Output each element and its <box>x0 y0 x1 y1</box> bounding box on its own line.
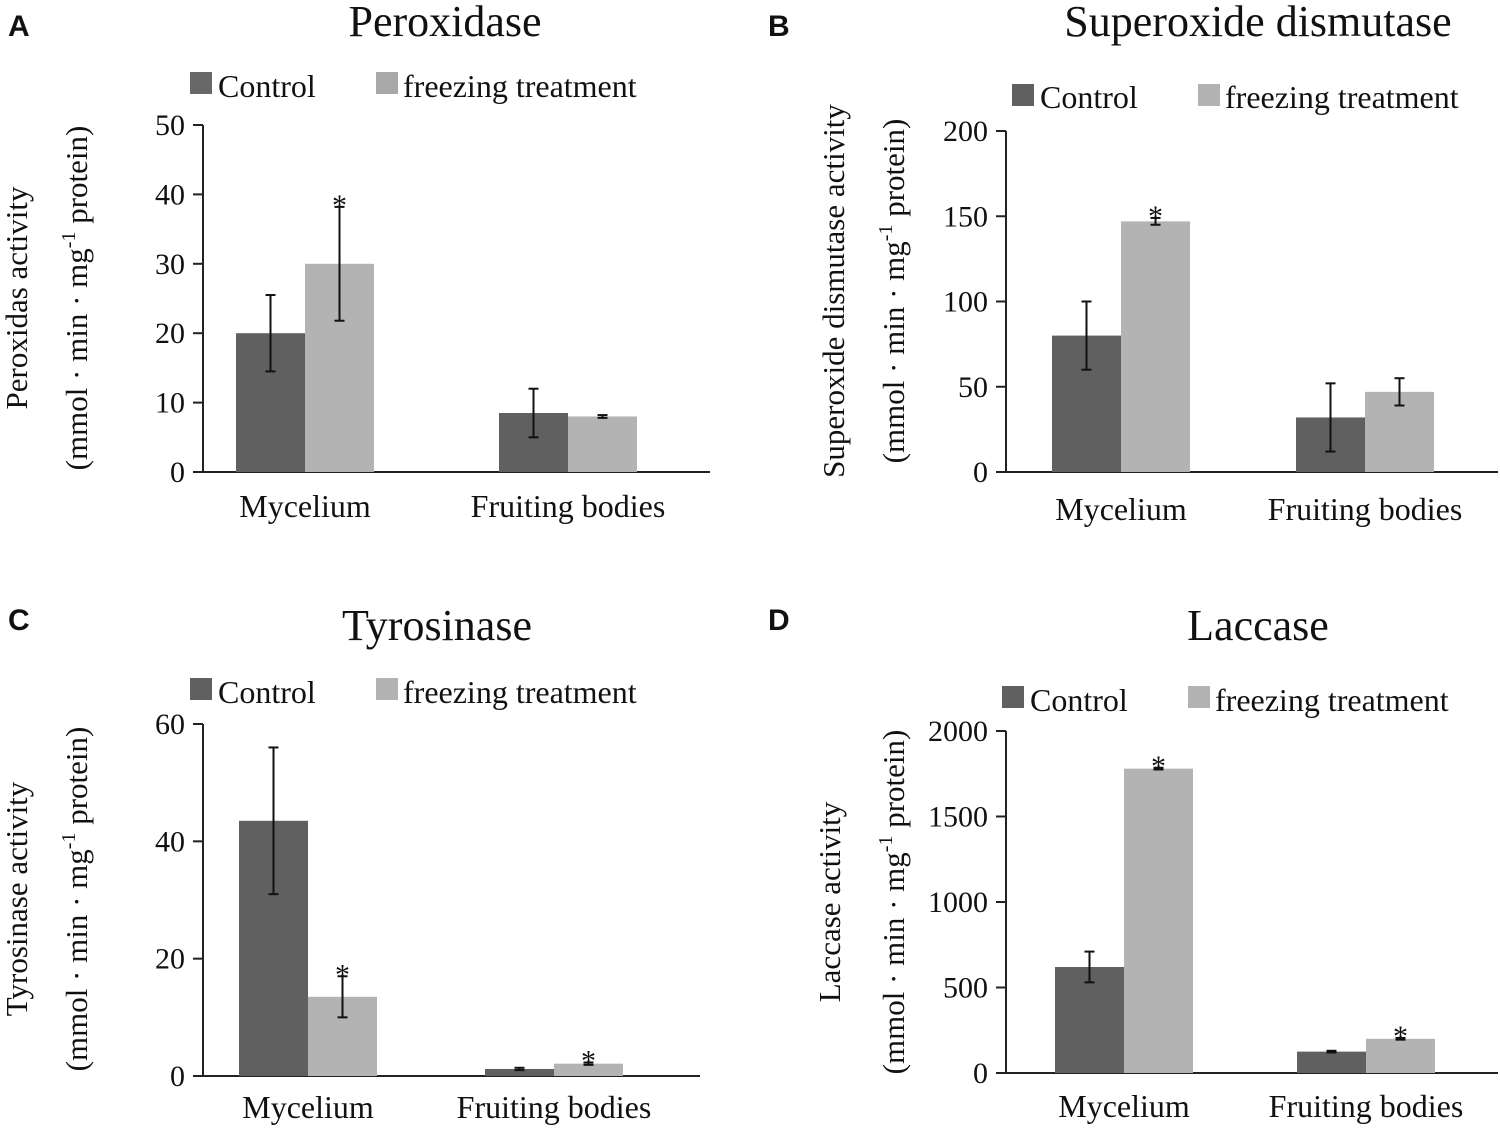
panel-letter: D <box>768 604 790 637</box>
y-axis-units-superscript: -1 <box>875 225 897 242</box>
y-tick-label: 1000 <box>928 886 988 919</box>
y-tick-label: 20 <box>155 317 185 350</box>
x-category-label: Fruiting bodies <box>1269 1088 1464 1124</box>
y-tick-label: 0 <box>170 456 185 489</box>
panel-a: A Peroxidase Control freezing treatment 0 10 2… <box>0 0 710 524</box>
chart-title: Superoxide dismutase <box>1064 0 1451 46</box>
legend-swatch-freezing <box>376 72 398 94</box>
y-tick-label: 0 <box>973 456 988 489</box>
panel-letter: A <box>8 10 30 43</box>
y-axis-label: Superoxide dismutase activity <box>816 104 851 478</box>
y-tick-label: 20 <box>155 943 185 976</box>
y-axis-units-main: (mmol · min · mg <box>876 241 911 463</box>
significance-star: * <box>581 1045 596 1078</box>
x-category-label: Fruiting bodies <box>457 1089 652 1125</box>
y-tick-label: 100 <box>943 286 988 319</box>
legend-swatch-freezing <box>376 678 398 700</box>
x-category-label: Mycelium <box>242 1089 374 1125</box>
y-tick-label: 0 <box>170 1060 185 1093</box>
legend-swatch-control <box>190 678 212 700</box>
legend-label-freezing: freezing treatment <box>403 674 637 710</box>
panel-d: D Laccase Control freezing treatment 0 500 100… <box>768 601 1498 1124</box>
y-axis-label: Peroxidas activity <box>0 186 34 409</box>
legend-label-control: Control <box>1030 682 1128 718</box>
y-tick-label: 30 <box>155 248 185 281</box>
bar-freezing-mycelium <box>1121 221 1190 472</box>
y-tick-label: 2000 <box>928 715 988 748</box>
legend-label-control: Control <box>218 674 316 710</box>
legend-label-control: Control <box>1040 79 1138 115</box>
x-category-label: Mycelium <box>1055 491 1187 527</box>
y-tick-label: 60 <box>155 708 185 741</box>
significance-star: * <box>1148 200 1163 233</box>
chart-title: Tyrosinase <box>342 601 532 650</box>
y-tick-label: 150 <box>943 200 988 233</box>
y-axis-label: Tyrosinase activity <box>0 781 34 1016</box>
panel-c: C Tyrosinase Control freezing treatment 0 20 4… <box>0 601 700 1125</box>
y-axis-units-tail: protein) <box>59 727 94 833</box>
y-tick-label: 0 <box>973 1057 988 1090</box>
y-axis-units-superscript: -1 <box>875 836 897 853</box>
y-tick-label: 200 <box>943 115 988 148</box>
y-tick-label: 1500 <box>928 801 988 834</box>
significance-star: * <box>1393 1020 1408 1053</box>
y-axis-units-main: (mmol · min · mg <box>59 248 94 470</box>
chart-title: Peroxidase <box>348 0 541 46</box>
x-category-label: Mycelium <box>239 488 371 524</box>
y-axis-units-tail: protein) <box>876 730 911 836</box>
x-category-label: Fruiting bodies <box>1268 491 1463 527</box>
y-axis-label: Laccase activity <box>812 801 847 1002</box>
bar-freezing-fruiting-bodies <box>568 416 637 472</box>
bar-control-fruiting-bodies <box>1297 1051 1366 1073</box>
legend-swatch-freezing <box>1188 686 1210 708</box>
legend-swatch-control <box>1002 686 1024 708</box>
y-tick-label: 50 <box>155 109 185 142</box>
significance-star: * <box>1151 750 1166 783</box>
y-axis-units-superscript: -1 <box>58 232 80 249</box>
y-axis-units: (mmol · min · mg-1 protein) <box>58 727 94 1072</box>
bar-freezing-mycelium <box>1124 768 1193 1073</box>
panel-b: B Superoxide dismutase Control freezing tre… <box>768 0 1498 527</box>
y-axis-units: (mmol · min · mg-1 protein) <box>58 126 94 471</box>
significance-star: * <box>335 958 350 991</box>
y-tick-label: 40 <box>155 178 185 211</box>
y-tick-label: 10 <box>155 387 185 420</box>
significance-star: * <box>332 189 347 222</box>
bar-control-fruiting-bodies <box>485 1068 554 1076</box>
panel-letter: C <box>8 604 30 637</box>
y-tick-label: 500 <box>943 972 988 1005</box>
y-axis-units-main: (mmol · min · mg <box>59 849 94 1071</box>
bar-control-mycelium <box>1055 966 1124 1073</box>
legend-label-freezing: freezing treatment <box>1215 682 1449 718</box>
legend-label-freezing: freezing treatment <box>403 68 637 104</box>
y-axis-units-superscript: -1 <box>58 833 80 850</box>
panel-letter: B <box>768 10 790 43</box>
y-axis-units-tail: protein) <box>59 126 94 232</box>
y-axis-units: (mmol · min · mg-1 protein) <box>875 119 911 464</box>
legend-swatch-control <box>1012 84 1034 106</box>
x-category-label: Fruiting bodies <box>471 488 666 524</box>
y-tick-label: 40 <box>155 825 185 858</box>
y-tick-label: 50 <box>958 371 988 404</box>
x-category-label: Mycelium <box>1058 1088 1190 1124</box>
legend-label-freezing: freezing treatment <box>1225 79 1459 115</box>
bar-freezing-fruiting-bodies <box>1366 1038 1435 1073</box>
legend-label-control: Control <box>218 68 316 104</box>
chart-title: Laccase <box>1187 601 1329 650</box>
bar-freezing-fruiting-bodies <box>554 1063 623 1076</box>
legend-swatch-freezing <box>1198 84 1220 106</box>
y-axis-units-main: (mmol · min · mg <box>876 852 911 1074</box>
y-axis-units-tail: protein) <box>876 119 911 225</box>
y-axis-units: (mmol · min · mg-1 protein) <box>875 730 911 1075</box>
legend-swatch-control <box>190 72 212 94</box>
